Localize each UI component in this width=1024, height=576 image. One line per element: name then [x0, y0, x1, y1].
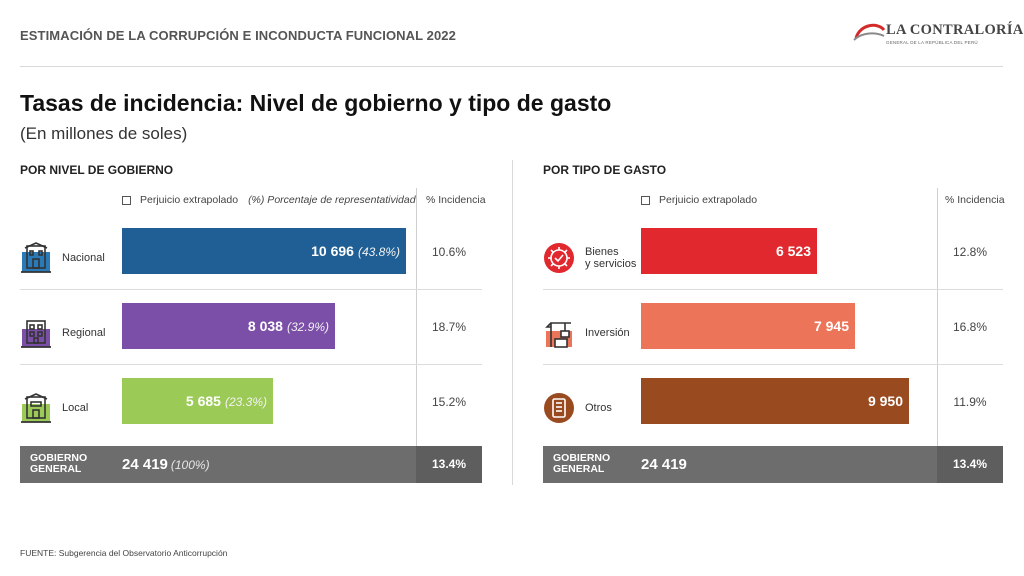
- incidence-header: % Incidencia: [945, 194, 1005, 206]
- value-label: 5 685: [185, 393, 221, 409]
- page-subtitle: (En millones de soles): [20, 124, 188, 143]
- data-label: 8 038 (32.9%): [248, 303, 329, 349]
- legend-series-label: Perjuicio extrapolado: [140, 194, 239, 206]
- document-list-icon: [543, 392, 575, 424]
- category-label: Otros: [585, 402, 612, 414]
- incidence-value: 10.6%: [431, 245, 467, 259]
- value-label: 10 696: [311, 243, 354, 259]
- column-divider: [416, 188, 417, 446]
- bar: 8 038 (32.9%): [122, 303, 335, 349]
- total-row: GOBIERNO GENERAL 24 419 13.4%: [543, 446, 1003, 483]
- bar-row: Regional 8 038 (32.9%) 18.7%: [20, 297, 482, 372]
- local-building-icon: [20, 392, 52, 424]
- category-label: Bienes y servicios: [585, 246, 636, 270]
- category-label-line: Inversión: [585, 327, 630, 339]
- gear-check-icon: [543, 242, 575, 274]
- header-divider: [20, 66, 1003, 67]
- data-label: 10 696 (43.8%): [311, 228, 400, 274]
- value-label: 9 950: [867, 393, 903, 409]
- data-label: 9 950: [868, 378, 903, 424]
- total-label: GOBIERNO GENERAL: [30, 453, 87, 475]
- bar: 10 696 (43.8%): [122, 228, 406, 274]
- total-share: (100%): [170, 458, 210, 472]
- legend-note: (%) Porcentaje de representatividad: [248, 194, 416, 206]
- bar: 9 950: [641, 378, 909, 424]
- incidence-value: 11.9%: [953, 395, 987, 409]
- total-incidence: 13.4%: [952, 457, 988, 471]
- legend-series-label: Perjuicio extrapolado: [659, 194, 758, 206]
- bar-row: Inversión 7 945 16.8%: [543, 297, 1003, 372]
- government-building-icon: [20, 242, 52, 274]
- share-label: (23.3%): [224, 395, 267, 409]
- value-label: 6 523: [775, 243, 811, 259]
- bar-row: Bienes y servicios 6 523 12.8%: [543, 222, 1003, 297]
- category-label-line: Otros: [585, 402, 612, 414]
- data-label: 7 945: [814, 303, 849, 349]
- legend-swatch: [122, 195, 131, 205]
- bar: 5 685 (23.3%): [122, 378, 273, 424]
- incidence-value: 15.2%: [431, 395, 467, 409]
- total-incidence-cell: [416, 446, 482, 483]
- section-title: POR TIPO DE GASTO: [543, 163, 667, 177]
- legend: Perjuicio extrapolado (%) Porcentaje de …: [122, 194, 416, 206]
- row-separator: [543, 289, 1003, 290]
- data-label: 6 523: [776, 228, 811, 274]
- construction-crane-icon: [543, 317, 575, 349]
- incidence-value: 18.7%: [431, 320, 467, 334]
- section-title: POR NIVEL DE GOBIERNO: [20, 163, 174, 177]
- share-label: (43.8%): [357, 245, 400, 259]
- bar-row: Nacional 10 696 (43.8%) 10.6%: [20, 222, 482, 297]
- contraloria-emblem-icon: [853, 23, 886, 41]
- bar-row: Local 5 685 (23.3%) 15.2%: [20, 372, 482, 447]
- total-value: 24 419 (100%): [122, 446, 210, 483]
- row-separator: [20, 364, 482, 365]
- total-incidence: 13.4%: [431, 457, 467, 471]
- panel-divider: [512, 160, 513, 485]
- total-incidence-cell: [937, 446, 1003, 483]
- page-title: Tasas de incidencia: Nivel de gobierno y…: [20, 90, 612, 116]
- bar: 6 523: [641, 228, 817, 274]
- row-separator: [20, 289, 482, 290]
- chart-tipo-gasto: POR TIPO DE GASTO Perjuicio extrapolado …: [543, 160, 1005, 490]
- total-value-number: 24 419: [122, 456, 168, 473]
- incidence-value: 16.8%: [952, 320, 988, 334]
- logo-title: LA CONTRALORÍA: [886, 22, 1024, 38]
- contraloria-logo: LA CONTRALORÍA GENERAL DE LA REPÚBLICA D…: [852, 18, 1023, 58]
- total-label-line2: GENERAL: [30, 463, 82, 475]
- category-label: Inversión: [585, 327, 630, 339]
- report-header-title: ESTIMACIÓN DE LA CORRUPCIÓN E INCONDUCTA…: [20, 28, 456, 43]
- total-label-line2: GENERAL: [553, 463, 605, 475]
- category-label-line: y servicios: [585, 258, 637, 270]
- regional-building-icon: [20, 317, 52, 349]
- total-label: GOBIERNO GENERAL: [553, 453, 610, 475]
- data-label: 5 685 (23.3%): [186, 378, 267, 424]
- column-divider: [937, 188, 938, 446]
- logo-subtitle: GENERAL DE LA REPÚBLICA DEL PERÚ: [886, 40, 978, 45]
- total-value-number: 24 419: [641, 456, 687, 473]
- incidence-header: % Incidencia: [426, 194, 486, 206]
- value-label: 8 038: [247, 318, 283, 334]
- legend: Perjuicio extrapolado: [641, 194, 757, 206]
- incidence-value: 12.8%: [952, 245, 988, 259]
- total-label-line1: GOBIERNO: [30, 452, 88, 464]
- chart-nivel-gobierno: POR NIVEL DE GOBIERNO Perjuicio extrapol…: [20, 160, 486, 490]
- total-label-line1: GOBIERNO: [553, 452, 611, 464]
- total-value: 24 419: [641, 446, 687, 483]
- category-label: Nacional: [62, 252, 105, 264]
- category-label-line: Bienes: [585, 246, 619, 258]
- category-label: Regional: [62, 327, 106, 339]
- category-label: Local: [62, 402, 89, 414]
- value-label: 7 945: [813, 318, 849, 334]
- bar: 7 945: [641, 303, 855, 349]
- bar-row: Otros 9 950 11.9%: [543, 372, 1003, 447]
- total-row: GOBIERNO GENERAL 24 419 (100%) 13.4%: [20, 446, 482, 483]
- legend-swatch: [641, 195, 650, 205]
- share-label: (32.9%): [286, 320, 329, 334]
- row-separator: [543, 364, 1003, 365]
- source-footer: FUENTE: Subgerencia del Observatorio Ant…: [20, 548, 228, 558]
